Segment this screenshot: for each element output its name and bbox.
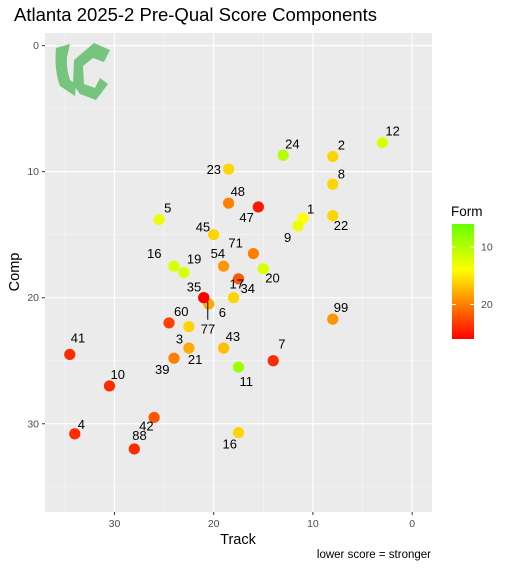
x-axis: 30 20 10 0 <box>109 512 415 530</box>
point-label: 99 <box>334 300 348 315</box>
point-label: 45 <box>196 220 210 235</box>
point-48 <box>222 197 235 209</box>
point-label: 3 <box>176 332 183 347</box>
point-21 <box>183 342 195 354</box>
point-label: 16 <box>223 437 237 452</box>
point-label: 47 <box>239 210 253 225</box>
team-logo <box>55 43 110 100</box>
y-tick-label: 0 <box>33 40 39 52</box>
point-71 <box>247 247 259 260</box>
y-axis: 0 10 20 30 <box>27 40 45 430</box>
y-tick-label: 20 <box>27 292 39 304</box>
point-label: 43 <box>226 329 240 344</box>
x-tick-label: 0 <box>409 518 415 530</box>
point-54 <box>218 260 230 272</box>
x-tick-label: 20 <box>208 518 220 530</box>
point-label: 8 <box>338 166 345 181</box>
point-47 <box>252 201 264 213</box>
point-34 <box>232 273 245 285</box>
point-label: 35 <box>187 280 201 295</box>
point-42 <box>148 411 160 424</box>
point-label: 20 <box>265 271 279 286</box>
point-60 <box>163 317 175 329</box>
point-label: 77 <box>201 322 215 337</box>
legend-tick-label: 20 <box>481 299 493 311</box>
point-41 <box>64 348 76 361</box>
point-3 <box>183 321 195 333</box>
x-axis-label: Track <box>220 532 256 548</box>
point-5 <box>153 213 165 226</box>
y-tick-label: 10 <box>27 166 39 178</box>
point-12 <box>376 137 388 149</box>
point-43 <box>218 342 230 354</box>
point-label: 2 <box>338 138 345 153</box>
logo-left-shape <box>55 44 76 96</box>
point-label: 42 <box>139 418 153 433</box>
point-8 <box>327 178 339 190</box>
point-4 <box>69 428 81 440</box>
y-tick-label: 30 <box>27 418 39 430</box>
legend-title: Form <box>451 204 483 219</box>
point-10 <box>103 380 116 392</box>
point-label: 17 <box>230 277 244 292</box>
point-label: 88 <box>132 428 146 443</box>
point-label: 34 <box>241 281 255 296</box>
point-20 <box>257 263 269 275</box>
point-16 <box>232 426 245 439</box>
point-45 <box>208 229 220 241</box>
chart-title: Atlanta 2025-2 Pre-Qual Score Components <box>14 4 378 25</box>
x-tick-label: 30 <box>109 518 121 530</box>
point-22 <box>327 210 339 222</box>
point-label: 16 <box>147 246 161 261</box>
data-points <box>64 137 388 455</box>
point-label: 5 <box>164 201 171 216</box>
point-label: 7 <box>278 337 285 352</box>
point-label: 60 <box>174 304 188 319</box>
point-label: 1 <box>307 201 314 216</box>
point-17 <box>227 292 240 304</box>
point-label: 24 <box>285 136 299 151</box>
legend-colorbar <box>452 224 474 339</box>
point-label: 23 <box>207 162 221 177</box>
point-16 <box>168 260 180 272</box>
point-88 <box>128 443 140 455</box>
point-label: 4 <box>78 417 85 432</box>
point-label: 21 <box>188 352 202 367</box>
point-23 <box>222 163 235 175</box>
legend: Form 10 20 <box>451 204 493 339</box>
point-9 <box>292 220 304 232</box>
point-label: 19 <box>187 252 201 267</box>
point-7 <box>267 355 279 367</box>
legend-ticks: 10 20 <box>452 242 493 311</box>
y-axis-label: Comp <box>7 253 23 292</box>
point-2 <box>327 150 339 163</box>
point-label: 39 <box>155 362 169 377</box>
point-label: 48 <box>231 184 245 199</box>
point-24 <box>277 149 289 161</box>
chart-caption: lower score = stronger <box>316 549 431 561</box>
point-label: 71 <box>228 236 242 251</box>
point-11 <box>232 361 245 373</box>
legend-tick-label: 10 <box>481 242 493 254</box>
point-label: 54 <box>211 246 225 261</box>
logo-right-shape <box>73 43 110 100</box>
point-label: 10 <box>111 367 125 382</box>
point-19 <box>178 266 190 279</box>
x-tick-label: 10 <box>307 518 319 530</box>
point-99 <box>327 313 339 325</box>
grid-major <box>45 33 432 512</box>
point-label: 12 <box>385 124 399 139</box>
point-label: 11 <box>240 374 254 389</box>
plot-panel <box>45 33 432 512</box>
point-label: 41 <box>71 330 85 345</box>
point-39 <box>168 352 180 364</box>
point-label: 9 <box>284 230 291 245</box>
point-label: 22 <box>334 218 348 233</box>
point-label: 6 <box>219 305 226 320</box>
point-77 <box>198 292 210 304</box>
